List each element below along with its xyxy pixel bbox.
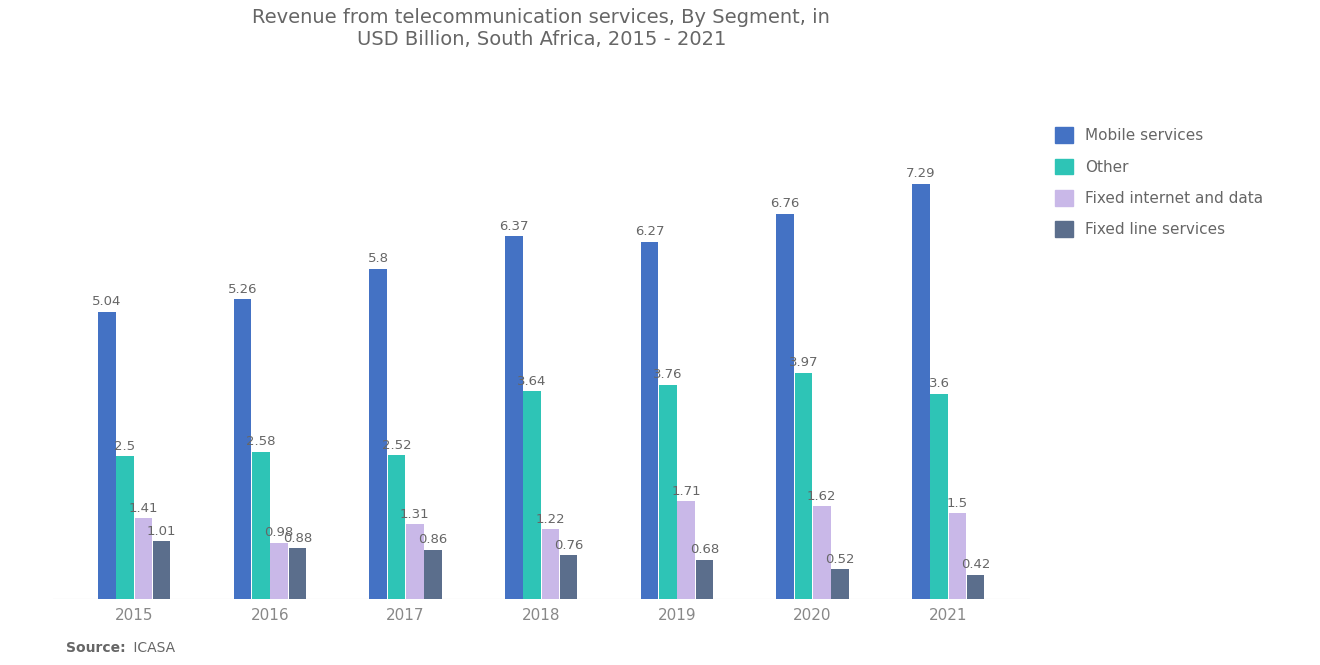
Text: 2.58: 2.58 [246,436,276,448]
Bar [289,549,306,598]
Text: 1.41: 1.41 [128,502,158,515]
Bar [234,299,251,598]
Bar [659,384,677,598]
Text: 6.76: 6.76 [771,198,800,211]
Text: 3.64: 3.64 [517,375,546,388]
Bar [153,541,170,598]
Bar [949,513,966,598]
Text: 0.42: 0.42 [961,558,990,571]
Text: 1.22: 1.22 [536,513,565,525]
Bar [135,518,152,598]
Bar [252,452,269,598]
Text: 0.68: 0.68 [690,543,719,557]
Bar [795,372,812,598]
Bar [912,184,929,598]
Bar [696,560,713,598]
Text: 2.5: 2.5 [115,440,136,453]
Bar [506,236,523,598]
Text: ICASA: ICASA [129,641,176,655]
Text: 7.29: 7.29 [906,168,936,180]
Text: 0.98: 0.98 [264,526,293,539]
Bar [370,269,387,598]
Text: 2.52: 2.52 [381,439,412,452]
Bar [560,555,577,598]
Bar [541,529,560,598]
Bar [813,506,830,598]
Text: Source:: Source: [66,641,125,655]
Text: 6.27: 6.27 [635,225,664,238]
Text: 0.86: 0.86 [418,533,447,546]
Text: 0.88: 0.88 [282,532,312,545]
Bar [677,501,694,598]
Bar [832,569,849,598]
Text: 3.97: 3.97 [788,356,818,369]
Text: 3.76: 3.76 [653,368,682,381]
Bar [405,524,424,598]
Text: 1.31: 1.31 [400,507,429,521]
Text: 0.52: 0.52 [825,553,855,565]
Text: 5.26: 5.26 [227,283,257,296]
Text: 1.5: 1.5 [946,497,968,510]
Text: 5.8: 5.8 [367,252,388,265]
Text: 6.37: 6.37 [499,219,528,233]
Text: 3.6: 3.6 [928,377,949,390]
Bar [523,392,541,598]
Bar [931,394,948,598]
Text: 1.01: 1.01 [147,525,177,537]
Text: 5.04: 5.04 [92,295,121,309]
Bar [424,549,442,598]
Text: 0.76: 0.76 [554,539,583,552]
Title: Revenue from telecommunication services, By Segment, in
USD Billion, South Afric: Revenue from telecommunication services,… [252,8,830,49]
Bar [271,543,288,598]
Bar [388,455,405,598]
Legend: Mobile services, Other, Fixed internet and data, Fixed line services: Mobile services, Other, Fixed internet a… [1047,120,1271,245]
Text: 1.71: 1.71 [671,485,701,498]
Bar [116,456,133,598]
Bar [966,575,985,598]
Bar [98,312,116,598]
Bar [640,242,659,598]
Text: 1.62: 1.62 [807,490,837,503]
Bar [776,214,793,598]
